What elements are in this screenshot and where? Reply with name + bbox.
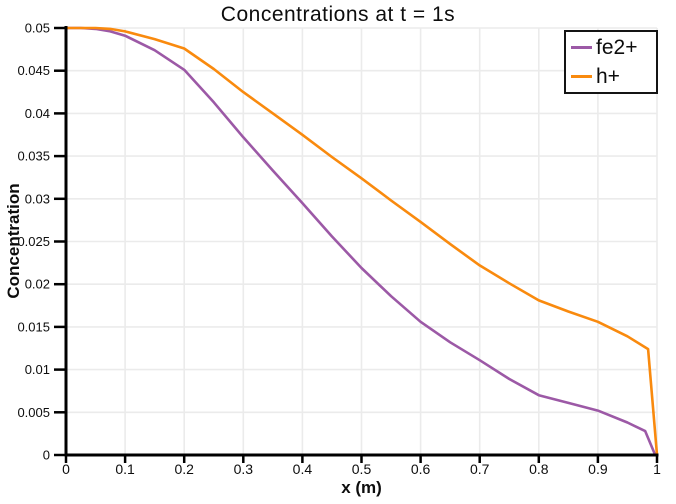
legend-item-h+: h+	[571, 62, 649, 91]
x-tick-label: 0.1	[115, 461, 135, 477]
y-tick-label: 0.03	[25, 191, 50, 206]
x-tick-label: 0	[62, 461, 70, 477]
x-tick-label: 0.6	[411, 461, 431, 477]
x-axis-label: x (m)	[341, 478, 382, 497]
y-tick-label: 0.015	[17, 319, 50, 334]
x-tick-label: 0.4	[293, 461, 313, 477]
legend-item-label: fe2+	[596, 36, 638, 59]
x-tick-label: 1	[653, 461, 661, 477]
x-tick-label: 0.8	[529, 461, 549, 477]
x-tick-label: 0.3	[234, 461, 254, 477]
chart-title: Concentrations at t = 1s	[220, 3, 456, 26]
y-tick-label: 0.025	[17, 234, 50, 249]
legend: fe2+ h+	[564, 30, 658, 94]
legend-swatch-line	[571, 46, 592, 49]
series-line-fe2+	[66, 26, 657, 456]
y-tick-label: 0.005	[17, 405, 50, 420]
y-tick-label: 0.05	[25, 21, 50, 36]
y-tick-label: 0.04	[25, 106, 50, 121]
y-tick-label: 0	[43, 448, 50, 463]
x-tick-label: 0.7	[470, 461, 490, 477]
x-tick-label: 0.2	[174, 461, 194, 477]
legend-item-label: h+	[596, 65, 620, 88]
y-tick-label: 0.01	[25, 362, 50, 377]
legend-item-fe2+: fe2+	[571, 33, 649, 62]
series-line-h+	[66, 26, 659, 456]
x-tick-label: 0.5	[352, 461, 372, 477]
y-tick-label: 0.045	[17, 63, 50, 78]
x-tick-label: 0.9	[588, 461, 608, 477]
y-tick-label: 0.035	[17, 149, 50, 164]
legend-swatch-line	[571, 75, 592, 78]
y-tick-label: 0.02	[25, 277, 50, 292]
